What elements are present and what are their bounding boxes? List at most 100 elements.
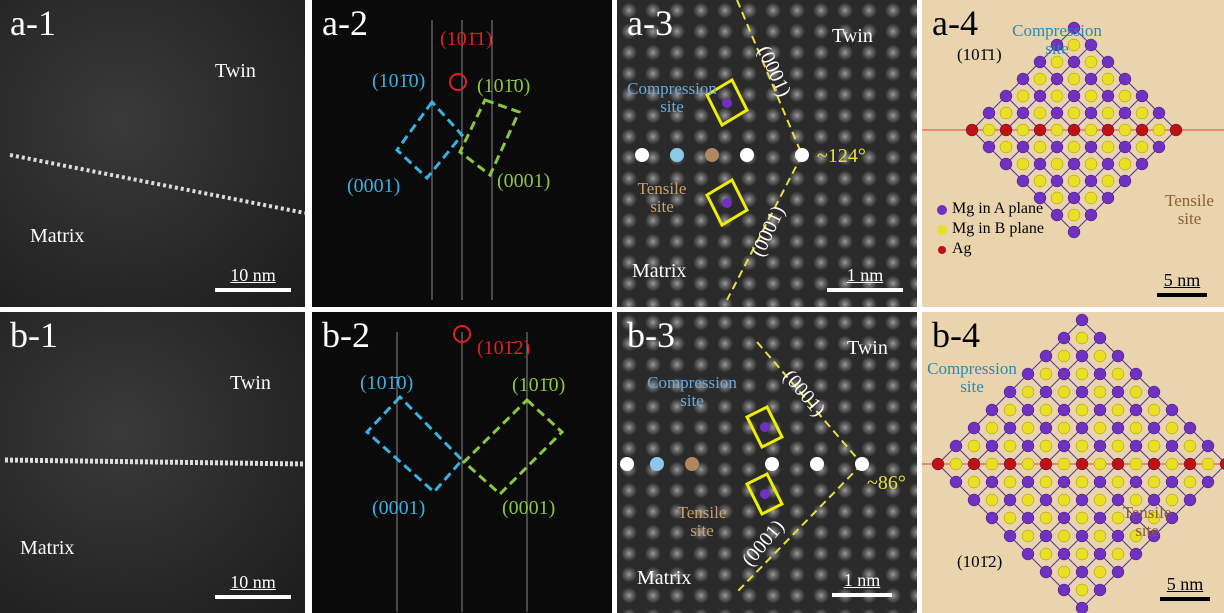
lattice-part (1000, 90, 1012, 102)
lattice-part (1058, 422, 1070, 434)
lattice-part (1000, 107, 1012, 119)
panel-label: b-1 (10, 314, 58, 356)
lattice-part (1112, 458, 1124, 470)
lattice-part (1040, 404, 1052, 416)
scale-bar: 10 nm (215, 572, 291, 599)
annotation: ~124° (817, 145, 866, 168)
decor (312, 312, 612, 613)
scale-bar: 1 nm (832, 570, 892, 597)
annotation: (0001) (497, 170, 550, 193)
annotation: Twin (847, 337, 888, 360)
lattice-part (1004, 458, 1016, 470)
lattice-part (1068, 90, 1080, 102)
lattice-part (1102, 158, 1114, 170)
lattice-part (1076, 512, 1088, 524)
lattice-part (1130, 422, 1142, 434)
panel-label: a-1 (10, 2, 56, 44)
lattice-part (1102, 175, 1114, 187)
lattice-part (1040, 494, 1052, 506)
lattice-part (1094, 368, 1106, 380)
lattice-part (1102, 107, 1114, 119)
lattice-part (968, 494, 980, 506)
lattice-part (1051, 107, 1063, 119)
lattice-part (1076, 548, 1088, 560)
lattice-part (1022, 368, 1034, 380)
lattice-part (1094, 422, 1106, 434)
lattice-part (1094, 530, 1106, 542)
lattice-part (1022, 494, 1034, 506)
panel: a-3 Twin Compression site (0001) ~124° T… (617, 0, 917, 307)
lattice-part (1136, 124, 1148, 136)
annotation: Tensile site (1117, 504, 1177, 540)
annotation: (0001) (372, 497, 425, 520)
lattice-part (1094, 440, 1106, 452)
lattice-part (1058, 458, 1070, 470)
lattice-part (1130, 404, 1142, 416)
annotation: (101̄0) (372, 70, 425, 93)
lattice-part (1094, 548, 1106, 560)
lattice-part (1112, 386, 1124, 398)
lattice-part (932, 458, 944, 470)
lattice-part (1058, 404, 1070, 416)
panel-label: b-4 (932, 314, 980, 356)
decor (0, 312, 305, 613)
lattice-part (1022, 530, 1034, 542)
lattice-part (1004, 494, 1016, 506)
scale-bar: 10 nm (215, 265, 291, 292)
lattice-part (1058, 476, 1070, 488)
lattice-part (1040, 350, 1052, 362)
lattice-part (1148, 404, 1160, 416)
lattice-part (1058, 386, 1070, 398)
lattice-part (1102, 90, 1114, 102)
lattice-part (1051, 73, 1063, 85)
lattice-part (966, 124, 978, 136)
lattice-part (1022, 458, 1034, 470)
lattice-part (1130, 386, 1142, 398)
lattice-part (1017, 141, 1029, 153)
lattice-part (1051, 141, 1063, 153)
lattice-part (968, 458, 980, 470)
lattice-part (1119, 90, 1131, 102)
annotation: ~86° (867, 472, 906, 495)
lattice-part (1040, 476, 1052, 488)
annotation: Compression site (627, 80, 717, 116)
lattice-part (1166, 404, 1178, 416)
lattice-part (986, 512, 998, 524)
lattice-part (1040, 440, 1052, 452)
lattice-part (1017, 90, 1029, 102)
lattice-part (1076, 314, 1088, 326)
annotation: Twin (832, 25, 873, 48)
lattice-part (1068, 192, 1080, 204)
lattice-part (1085, 209, 1097, 221)
lattice-part (1085, 158, 1097, 170)
lattice-part (1022, 476, 1034, 488)
lattice-part (1094, 458, 1106, 470)
lattice-part (1034, 158, 1046, 170)
lattice-part (1040, 458, 1052, 470)
lattice-part (1112, 476, 1124, 488)
lattice-part (986, 440, 998, 452)
lattice-part (1153, 141, 1165, 153)
lattice-part (986, 494, 998, 506)
lattice-part (1184, 494, 1196, 506)
lattice-part (1058, 566, 1070, 578)
lattice-part (1148, 386, 1160, 398)
lattice-part (1085, 90, 1097, 102)
lattice-part (1119, 73, 1131, 85)
scale-bar: 5 nm (1160, 574, 1210, 601)
annotation: (101̄2) (957, 552, 1002, 572)
legend-item: Mg in A plane (952, 200, 1043, 218)
lattice-part (1058, 584, 1070, 596)
lattice-part (1068, 226, 1080, 238)
lattice-part (983, 107, 995, 119)
lattice-part (1034, 141, 1046, 153)
lattice-part (1102, 141, 1114, 153)
lattice-part (1051, 192, 1063, 204)
lattice-part (950, 458, 962, 470)
lattice-part (1112, 368, 1124, 380)
annotation: Compression site (637, 374, 747, 410)
annotation: (101̄0) (360, 372, 413, 395)
lattice-part (1184, 422, 1196, 434)
lattice-part (1130, 440, 1142, 452)
lattice-part (950, 476, 962, 488)
